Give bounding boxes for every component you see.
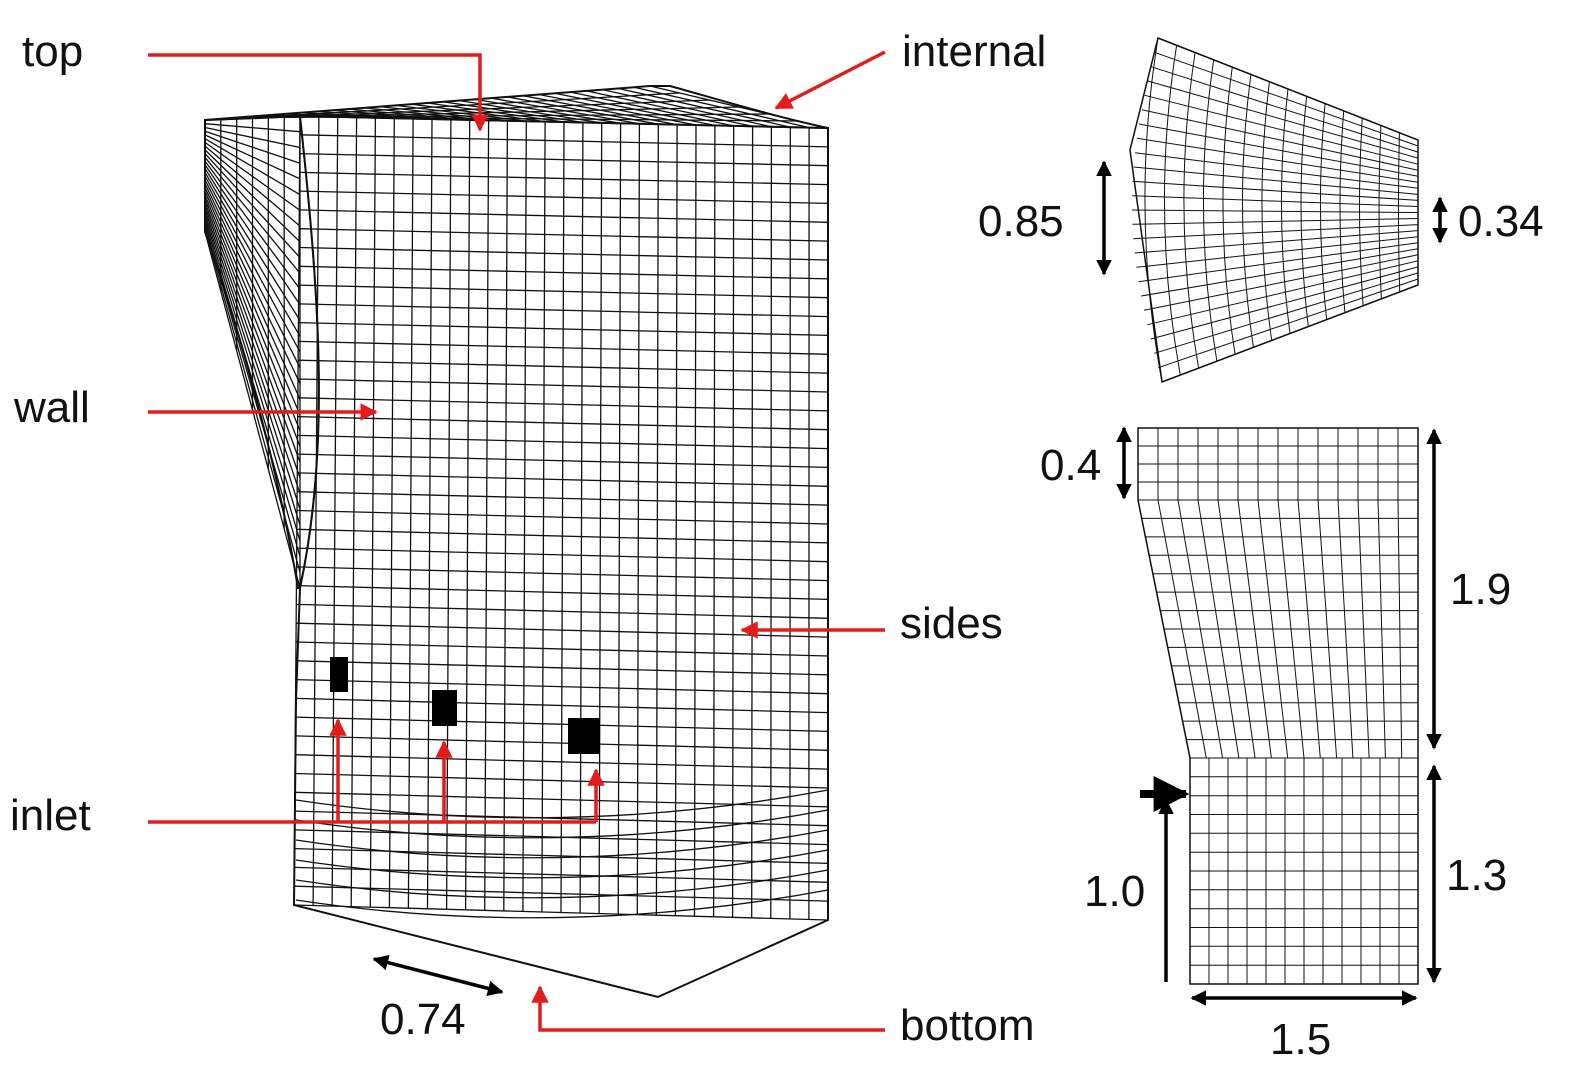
dim-lower-height: 1.3 [1446,851,1507,900]
label-internal: internal [902,27,1046,76]
inlet-port-2 [432,690,457,726]
inlet-port-3 [568,718,600,754]
side-section-view [1138,428,1418,984]
bottom-pointer [540,987,885,1030]
plan-view [1130,38,1418,382]
dim-bottom-arc: 0.74 [380,995,466,1044]
label-wall: wall [13,383,90,432]
dim-plan-inner: 0.34 [1458,197,1544,246]
label-bottom: bottom [900,1001,1035,1050]
mesh-3d-view [205,86,828,997]
label-inlet: inlet [10,791,91,840]
bottom-arc-dimension [374,959,502,992]
label-sides: sides [900,599,1003,648]
dim-width: 1.5 [1270,1015,1331,1064]
dim-inlet-height: 1.0 [1084,867,1145,916]
inlet-port-1 [330,657,348,692]
wall-face [205,116,319,588]
label-top: top [22,27,83,76]
dim-upper-height: 1.9 [1450,565,1511,614]
internal-pointer [776,52,885,108]
dim-upper-step: 0.4 [1040,441,1101,490]
dim-plan-outer: 0.85 [978,197,1064,246]
